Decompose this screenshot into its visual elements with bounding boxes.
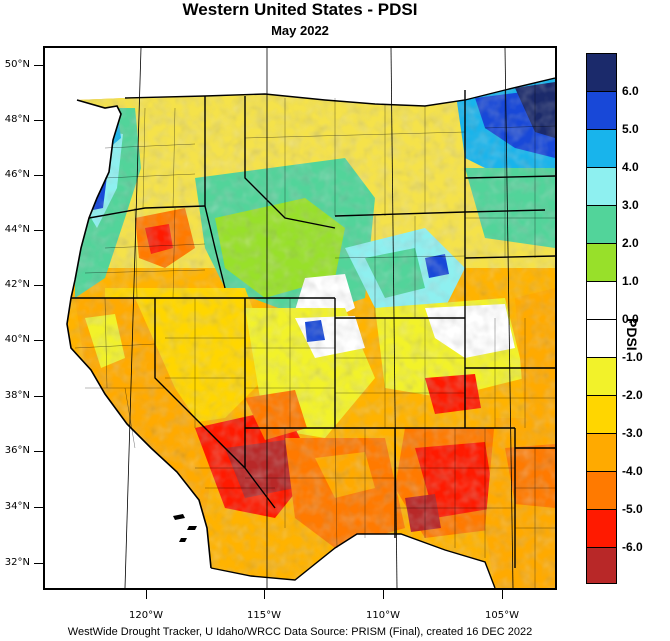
legend-label: 1.0: [622, 274, 639, 288]
legend-label: -5.0: [622, 502, 643, 516]
lon-label: 115°W: [247, 610, 281, 621]
map-subtitle: May 2022: [271, 23, 329, 38]
lon-label: 120°W: [129, 610, 163, 621]
lat-label: 38°N: [4, 390, 30, 401]
legend-swatch: [587, 206, 616, 244]
legend-swatch: [587, 130, 616, 168]
legend-swatch: [587, 472, 616, 510]
legend-label: 4.0: [622, 160, 639, 174]
legend-swatch: [587, 510, 616, 548]
legend-label: 5.0: [622, 122, 639, 136]
legend-swatch: [587, 92, 616, 130]
legend-title: PDSI: [624, 318, 640, 351]
legend-swatch: [587, 548, 616, 583]
legend-label: -2.0: [622, 388, 643, 402]
lat-label: 42°N: [4, 279, 30, 290]
lat-label: 34°N: [4, 501, 30, 512]
legend-label: -6.0: [622, 540, 643, 554]
lat-tick: [34, 230, 43, 231]
lat-tick: [34, 507, 43, 508]
pdsi-map: [43, 46, 557, 590]
legend-label: -3.0: [622, 426, 643, 440]
lat-label: 40°N: [4, 334, 30, 345]
legend-swatch: [587, 244, 616, 282]
lat-label: 44°N: [4, 224, 30, 235]
lat-label: 32°N: [4, 557, 30, 568]
lat-tick: [34, 396, 43, 397]
legend-label: -1.0: [622, 350, 643, 364]
legend-label: 6.0: [622, 84, 639, 98]
legend-label: 2.0: [622, 236, 639, 250]
legend-swatch: [587, 168, 616, 206]
legend-label: 3.0: [622, 198, 639, 212]
legend-label: 0.0: [622, 312, 639, 326]
lon-label: 110°W: [366, 610, 400, 621]
legend-swatch: [587, 282, 616, 320]
lon-tick: [264, 590, 265, 599]
data-source-credit: WestWide Drought Tracker, U Idaho/WRCC D…: [67, 626, 533, 638]
legend-swatch: [587, 320, 616, 358]
lat-tick: [34, 285, 43, 286]
lat-label: 36°N: [4, 445, 30, 456]
map-title: Western United States - PDSI: [182, 0, 418, 19]
lon-tick: [146, 590, 147, 599]
legend-swatch: [587, 54, 616, 92]
lon-tick: [502, 590, 503, 599]
lat-tick: [34, 451, 43, 452]
lat-tick: [34, 340, 43, 341]
legend-label: -4.0: [622, 464, 643, 478]
pdsi-colorbar: [586, 53, 617, 584]
legend-swatch: [587, 396, 616, 434]
lat-tick: [34, 120, 43, 121]
lon-label: 105°W: [485, 610, 519, 621]
lat-label: 46°N: [4, 169, 30, 180]
pdsi-map-canvas: [45, 48, 555, 588]
legend-swatch: [587, 434, 616, 472]
lon-tick: [383, 590, 384, 599]
lat-tick: [34, 563, 43, 564]
legend-swatch: [587, 358, 616, 396]
lat-label: 48°N: [4, 114, 30, 125]
lat-label: 50°N: [4, 59, 30, 70]
lat-tick: [34, 65, 43, 66]
lat-tick: [34, 175, 43, 176]
